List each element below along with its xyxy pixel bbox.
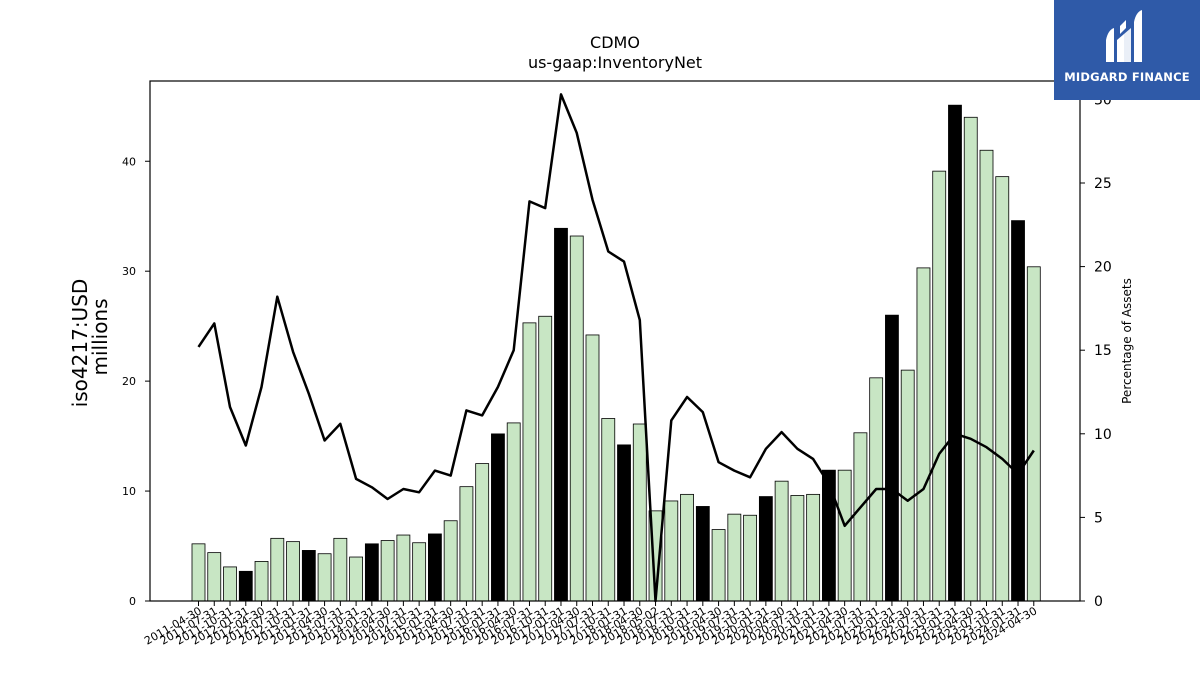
- bar-2022-07-31: [916, 267, 931, 602]
- bar-2015-04-30: [443, 520, 458, 602]
- bars-group: [191, 104, 1041, 602]
- bar-2013-01-31: [301, 550, 316, 602]
- left-tick-label: 10: [122, 485, 136, 498]
- midgard-logo-icon: [1106, 10, 1142, 62]
- bar-2012-04-30: [254, 561, 269, 602]
- right-tick-label: 0: [1094, 594, 1103, 610]
- left-tick-label: 30: [122, 265, 136, 278]
- bar-2020-01-31: [758, 496, 773, 602]
- bar-2011-10-31: [223, 566, 237, 602]
- bar-2016-01-31: [491, 433, 505, 602]
- bar-2015-01-31: [427, 533, 442, 602]
- bar-2020-07-31: [790, 495, 805, 602]
- bar-2022-04-30: [900, 369, 915, 602]
- bar-2023-01-31: [948, 104, 962, 602]
- bar-2012-10-31: [286, 541, 300, 602]
- bar-2023-04-30: [963, 116, 978, 602]
- right-tick-label: 5: [1094, 510, 1103, 526]
- bar-2023-07-31: [979, 149, 994, 602]
- bar-2018-04-30: [632, 423, 647, 602]
- bar-2023-10-31: [995, 176, 1010, 602]
- left-axis-label-line2: millions: [88, 298, 112, 375]
- bar-2016-04-30: [506, 422, 521, 602]
- bar-2014-10-31: [412, 542, 427, 602]
- bar-2013-10-31: [349, 556, 364, 602]
- bar-2024-04-30: [1026, 266, 1041, 602]
- bar-2015-10-31: [475, 463, 490, 602]
- right-tick-label: 25: [1094, 176, 1112, 192]
- bar-2017-10-31: [601, 418, 616, 602]
- bar-2022-10-31: [932, 170, 947, 602]
- percentage-of-assets-line: [197, 93, 1035, 603]
- logo-text: MIDGARD FINANCE: [1064, 70, 1190, 84]
- bar-2013-07-31: [333, 537, 348, 602]
- plot-frame: [149, 80, 1081, 602]
- bar-2018-10-31: [680, 493, 694, 602]
- right-tick-label: 20: [1094, 260, 1112, 276]
- bar-2014-07-31: [396, 534, 411, 602]
- bar-2018-01-31: [617, 444, 631, 602]
- bar-2019-10-31: [743, 514, 757, 602]
- bar-2013-04-30: [317, 553, 332, 602]
- bar-2019-01-31: [695, 506, 710, 602]
- bar-2017-07-31: [585, 334, 600, 602]
- midgard-finance-logo: MIDGARD FINANCE: [1054, 0, 1200, 100]
- bar-2017-04-30: [569, 235, 584, 602]
- bar-2012-01-31: [238, 570, 253, 602]
- right-tick-label: 10: [1094, 427, 1112, 443]
- bar-2022-01-31: [885, 314, 899, 602]
- left-tick-label: 40: [122, 155, 136, 168]
- left-tick-label: 0: [129, 595, 136, 608]
- bar-2020-04-30: [774, 480, 789, 602]
- bar-2015-07-31: [459, 486, 474, 602]
- left-axis-label-line1: iso4217:USD: [68, 279, 92, 408]
- bar-2014-04-30: [380, 540, 395, 602]
- bar-2017-01-31: [554, 227, 568, 602]
- x-axis: 2011-04-302011-07-312011-10-312012-01-31…: [142, 601, 1039, 648]
- bar-2012-07-31: [270, 537, 285, 602]
- chart-title: CDMO: [590, 33, 640, 52]
- bar-2021-04-30: [837, 469, 852, 602]
- right-axis-label: Percentage of Assets: [1120, 278, 1134, 404]
- bar-2014-01-31: [364, 543, 379, 602]
- bar-2019-04-30: [711, 529, 726, 602]
- right-tick-label: 15: [1094, 343, 1112, 359]
- left-axis: 0 10 20 30 40: [122, 155, 150, 608]
- bar-2021-01-31: [822, 469, 836, 602]
- chart-subtitle: us-gaap:InventoryNet: [528, 53, 702, 72]
- bar-2021-07-31: [853, 432, 868, 602]
- left-tick-label: 20: [122, 375, 136, 388]
- bar-2020-10-31: [806, 493, 821, 602]
- bar-2018-07-31: [664, 500, 679, 602]
- bar-2016-10-31: [538, 315, 553, 602]
- bar-2024-01-31: [1011, 220, 1025, 602]
- bar-2011-04-30: [191, 543, 206, 602]
- bar-2016-07-31: [522, 322, 537, 602]
- bar-2011-07-31: [207, 552, 222, 602]
- bar-2019-07-31: [727, 513, 742, 602]
